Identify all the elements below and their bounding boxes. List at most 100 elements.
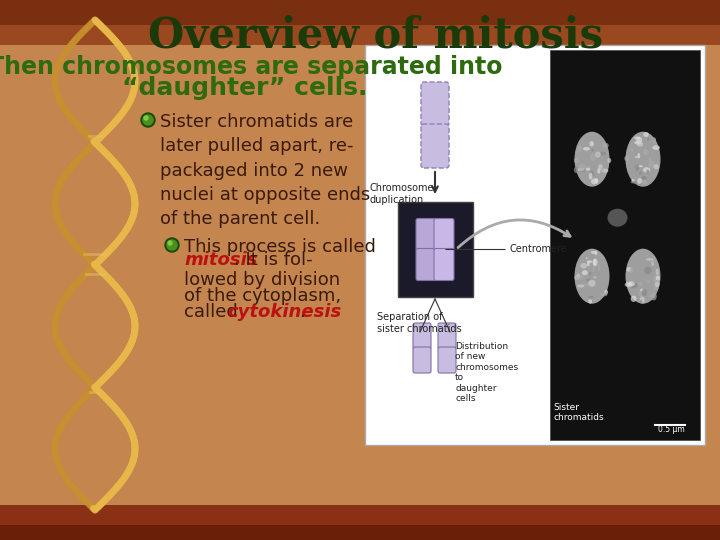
Ellipse shape bbox=[649, 158, 651, 165]
Ellipse shape bbox=[587, 260, 593, 263]
Ellipse shape bbox=[631, 181, 638, 184]
Text: . It is fol-: . It is fol- bbox=[234, 251, 312, 269]
Ellipse shape bbox=[577, 285, 585, 288]
Ellipse shape bbox=[639, 180, 642, 185]
Ellipse shape bbox=[585, 257, 588, 259]
Ellipse shape bbox=[634, 141, 641, 144]
Ellipse shape bbox=[646, 258, 653, 261]
Ellipse shape bbox=[575, 275, 580, 280]
Ellipse shape bbox=[580, 263, 588, 268]
Ellipse shape bbox=[574, 167, 578, 173]
FancyBboxPatch shape bbox=[434, 219, 454, 251]
Ellipse shape bbox=[653, 287, 658, 290]
Ellipse shape bbox=[639, 290, 644, 297]
Text: Then chromosomes are separated into: Then chromosomes are separated into bbox=[0, 55, 503, 79]
Ellipse shape bbox=[589, 272, 592, 275]
FancyBboxPatch shape bbox=[365, 45, 705, 445]
FancyBboxPatch shape bbox=[416, 248, 436, 280]
Circle shape bbox=[165, 238, 179, 252]
FancyBboxPatch shape bbox=[413, 347, 431, 373]
FancyBboxPatch shape bbox=[438, 347, 456, 373]
Ellipse shape bbox=[627, 267, 631, 272]
Ellipse shape bbox=[580, 169, 585, 172]
Ellipse shape bbox=[600, 152, 606, 156]
Ellipse shape bbox=[652, 256, 654, 263]
Ellipse shape bbox=[608, 208, 628, 227]
Ellipse shape bbox=[591, 251, 597, 254]
FancyBboxPatch shape bbox=[0, 0, 720, 30]
Ellipse shape bbox=[593, 276, 596, 279]
Circle shape bbox=[167, 240, 177, 250]
Ellipse shape bbox=[575, 249, 610, 303]
Ellipse shape bbox=[637, 178, 642, 184]
Ellipse shape bbox=[586, 279, 591, 282]
Ellipse shape bbox=[647, 280, 650, 282]
Ellipse shape bbox=[656, 268, 659, 275]
Ellipse shape bbox=[657, 270, 660, 273]
FancyBboxPatch shape bbox=[434, 248, 454, 280]
Ellipse shape bbox=[586, 168, 590, 171]
Ellipse shape bbox=[596, 152, 602, 157]
Ellipse shape bbox=[631, 179, 635, 183]
FancyBboxPatch shape bbox=[550, 50, 700, 440]
FancyBboxPatch shape bbox=[438, 323, 456, 349]
Ellipse shape bbox=[593, 259, 598, 266]
Ellipse shape bbox=[577, 168, 585, 171]
FancyBboxPatch shape bbox=[0, 505, 720, 525]
Ellipse shape bbox=[649, 295, 654, 298]
Ellipse shape bbox=[640, 288, 644, 292]
Circle shape bbox=[143, 115, 153, 125]
Ellipse shape bbox=[626, 132, 660, 187]
Ellipse shape bbox=[608, 158, 611, 163]
FancyBboxPatch shape bbox=[421, 82, 449, 126]
Ellipse shape bbox=[653, 137, 656, 143]
Ellipse shape bbox=[590, 141, 594, 146]
Text: Centromere: Centromere bbox=[510, 245, 568, 254]
Ellipse shape bbox=[636, 137, 642, 145]
FancyBboxPatch shape bbox=[416, 219, 436, 251]
Text: mitosis: mitosis bbox=[184, 251, 258, 269]
Text: .: . bbox=[299, 303, 305, 321]
Text: cytokinesis: cytokinesis bbox=[227, 303, 341, 321]
Ellipse shape bbox=[639, 171, 642, 175]
Text: Chromosome
duplication: Chromosome duplication bbox=[370, 183, 434, 205]
Ellipse shape bbox=[656, 275, 660, 281]
Ellipse shape bbox=[644, 132, 649, 137]
Ellipse shape bbox=[603, 143, 608, 148]
Ellipse shape bbox=[597, 168, 600, 174]
Ellipse shape bbox=[626, 249, 660, 303]
Ellipse shape bbox=[574, 158, 579, 163]
Circle shape bbox=[144, 116, 148, 120]
Text: “daughter” cells.: “daughter” cells. bbox=[122, 76, 368, 100]
FancyBboxPatch shape bbox=[0, 45, 720, 505]
Ellipse shape bbox=[636, 165, 643, 167]
Text: lowed by division: lowed by division bbox=[184, 271, 340, 289]
Ellipse shape bbox=[589, 173, 593, 179]
Circle shape bbox=[141, 113, 155, 127]
Ellipse shape bbox=[639, 296, 645, 303]
Ellipse shape bbox=[588, 296, 594, 298]
Ellipse shape bbox=[588, 299, 592, 303]
Text: of the cytoplasm,: of the cytoplasm, bbox=[184, 287, 341, 305]
Ellipse shape bbox=[634, 137, 640, 139]
FancyBboxPatch shape bbox=[413, 323, 431, 349]
Ellipse shape bbox=[643, 167, 650, 173]
Text: Distribution
of new
chromosomes
to
daughter
cells: Distribution of new chromosomes to daugh… bbox=[455, 342, 518, 403]
FancyBboxPatch shape bbox=[0, 520, 720, 540]
Text: Overview of mitosis: Overview of mitosis bbox=[148, 14, 603, 56]
Text: Sister
chromatids: Sister chromatids bbox=[553, 403, 603, 422]
Ellipse shape bbox=[587, 261, 590, 266]
Ellipse shape bbox=[642, 288, 647, 296]
Ellipse shape bbox=[654, 164, 659, 170]
Ellipse shape bbox=[637, 142, 643, 147]
Ellipse shape bbox=[653, 275, 657, 282]
Ellipse shape bbox=[604, 290, 608, 295]
FancyBboxPatch shape bbox=[397, 202, 472, 297]
Ellipse shape bbox=[585, 165, 591, 170]
Ellipse shape bbox=[582, 270, 588, 275]
Ellipse shape bbox=[595, 151, 600, 158]
FancyBboxPatch shape bbox=[0, 25, 720, 50]
Ellipse shape bbox=[648, 161, 655, 168]
Ellipse shape bbox=[624, 156, 629, 161]
Ellipse shape bbox=[582, 284, 588, 286]
